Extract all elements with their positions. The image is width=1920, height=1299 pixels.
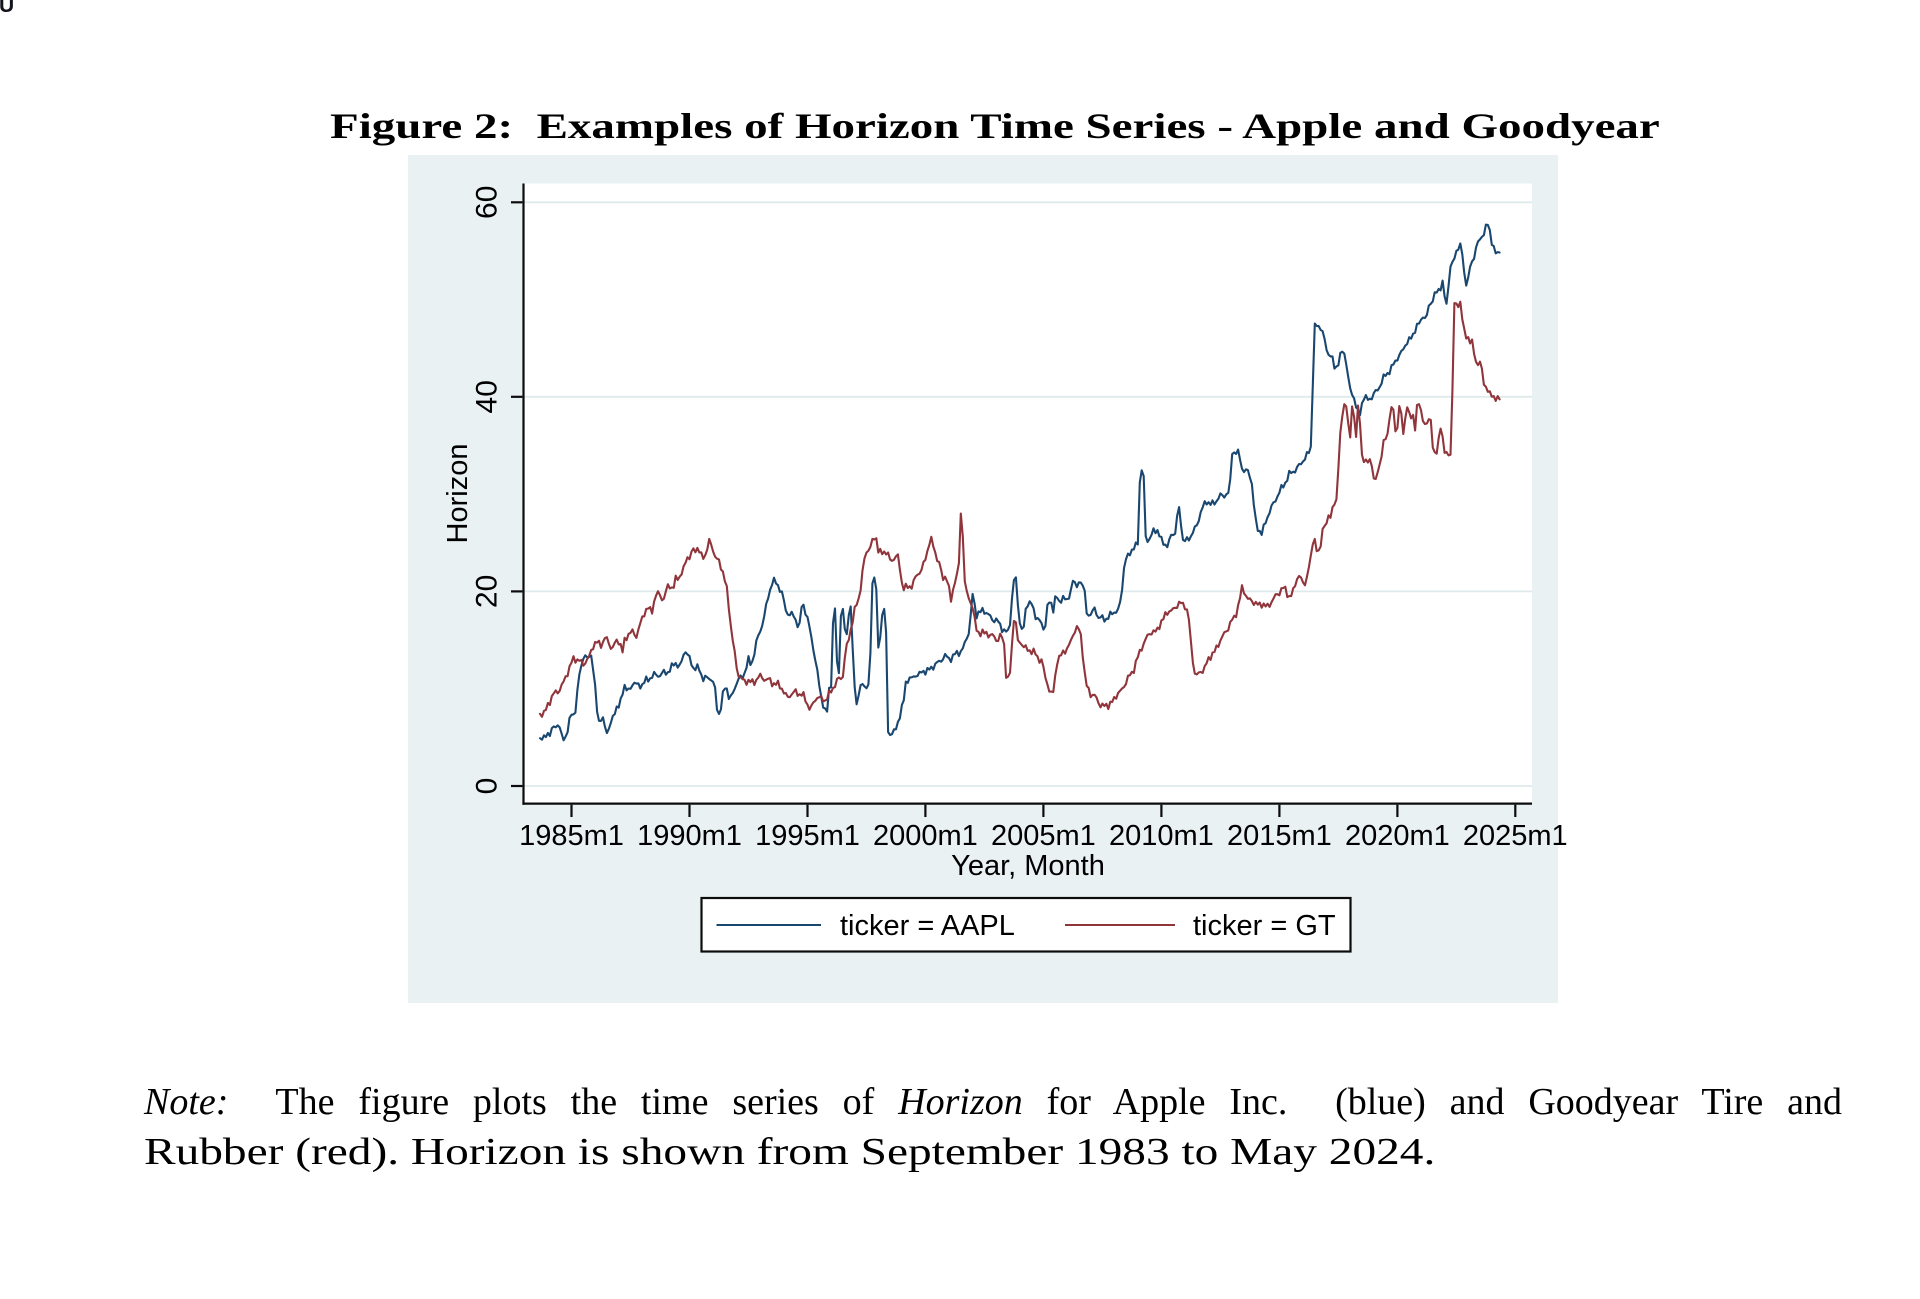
- svg-text:40: 40: [471, 380, 504, 413]
- svg-text:2015m1: 2015m1: [1227, 820, 1332, 852]
- svg-text:ticker = AAPL: ticker = AAPL: [840, 910, 1015, 942]
- svg-text:2020m1: 2020m1: [1345, 820, 1450, 852]
- svg-text:2010m1: 2010m1: [1109, 820, 1214, 852]
- svg-text:2025m1: 2025m1: [1463, 820, 1568, 852]
- svg-text:1990m1: 1990m1: [637, 820, 742, 852]
- svg-text:1995m1: 1995m1: [755, 820, 860, 852]
- svg-text:1985m1: 1985m1: [519, 820, 624, 852]
- svg-text:0: 0: [471, 778, 504, 795]
- svg-text:2005m1: 2005m1: [991, 820, 1096, 852]
- svg-text:Horizon: Horizon: [442, 444, 474, 544]
- svg-text:20: 20: [471, 575, 504, 608]
- svg-text:ticker = GT: ticker = GT: [1193, 910, 1336, 942]
- svg-text:2000m1: 2000m1: [873, 820, 978, 852]
- svg-text:Year, Month: Year, Month: [951, 850, 1105, 882]
- svg-text:60: 60: [471, 186, 504, 219]
